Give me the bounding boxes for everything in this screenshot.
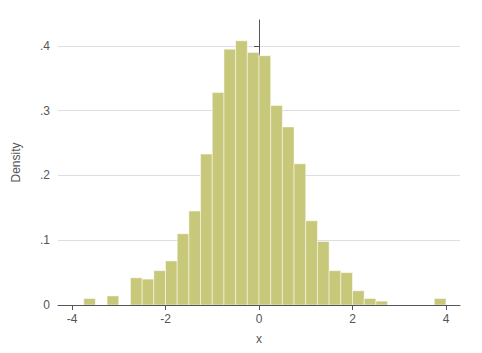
svg-text:x: x (256, 332, 262, 346)
svg-text:.3: .3 (40, 104, 50, 118)
svg-text:.1: .1 (40, 233, 50, 247)
svg-text:0: 0 (43, 298, 50, 312)
svg-text:.4: .4 (40, 39, 50, 53)
svg-text:2: 2 (349, 312, 356, 326)
svg-text:-4: -4 (67, 312, 78, 326)
svg-text:.2: .2 (40, 168, 50, 182)
svg-text:Density: Density (9, 142, 23, 182)
svg-text:0: 0 (256, 312, 263, 326)
svg-text:4: 4 (443, 312, 450, 326)
svg-text:-2: -2 (160, 312, 171, 326)
